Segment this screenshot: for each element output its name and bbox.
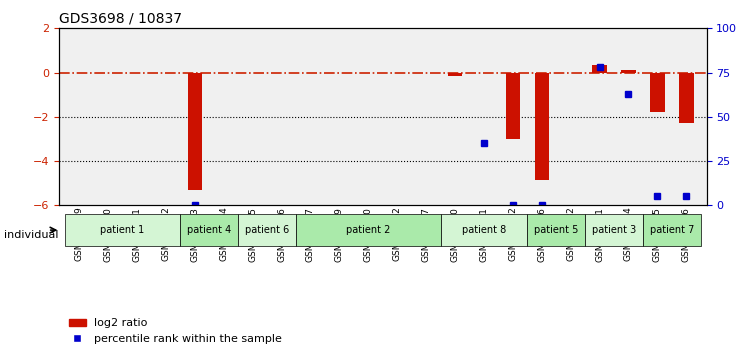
Text: patient 3: patient 3: [592, 225, 636, 235]
Bar: [592, 65, 606, 73]
Bar: [650, 73, 665, 113]
FancyBboxPatch shape: [180, 214, 238, 246]
Text: patient 6: patient 6: [245, 225, 289, 235]
Bar: [621, 70, 636, 73]
Text: patient 1: patient 1: [100, 225, 144, 235]
Legend: log2 ratio, percentile rank within the sample: log2 ratio, percentile rank within the s…: [65, 314, 287, 348]
FancyBboxPatch shape: [441, 214, 527, 246]
Bar: [188, 73, 202, 190]
Text: patient 5: patient 5: [534, 225, 578, 235]
FancyBboxPatch shape: [296, 214, 441, 246]
Text: patient 2: patient 2: [346, 225, 391, 235]
FancyBboxPatch shape: [585, 214, 643, 246]
Text: patient 8: patient 8: [461, 225, 506, 235]
Bar: [447, 73, 462, 76]
Bar: [679, 73, 693, 124]
Text: GDS3698 / 10837: GDS3698 / 10837: [59, 12, 182, 26]
Bar: [534, 73, 549, 180]
Text: patient 7: patient 7: [650, 225, 694, 235]
Text: individual: individual: [4, 230, 58, 240]
FancyBboxPatch shape: [643, 214, 701, 246]
FancyBboxPatch shape: [238, 214, 296, 246]
FancyBboxPatch shape: [527, 214, 585, 246]
Text: patient 4: patient 4: [187, 225, 231, 235]
FancyBboxPatch shape: [65, 214, 180, 246]
Bar: [506, 73, 520, 139]
